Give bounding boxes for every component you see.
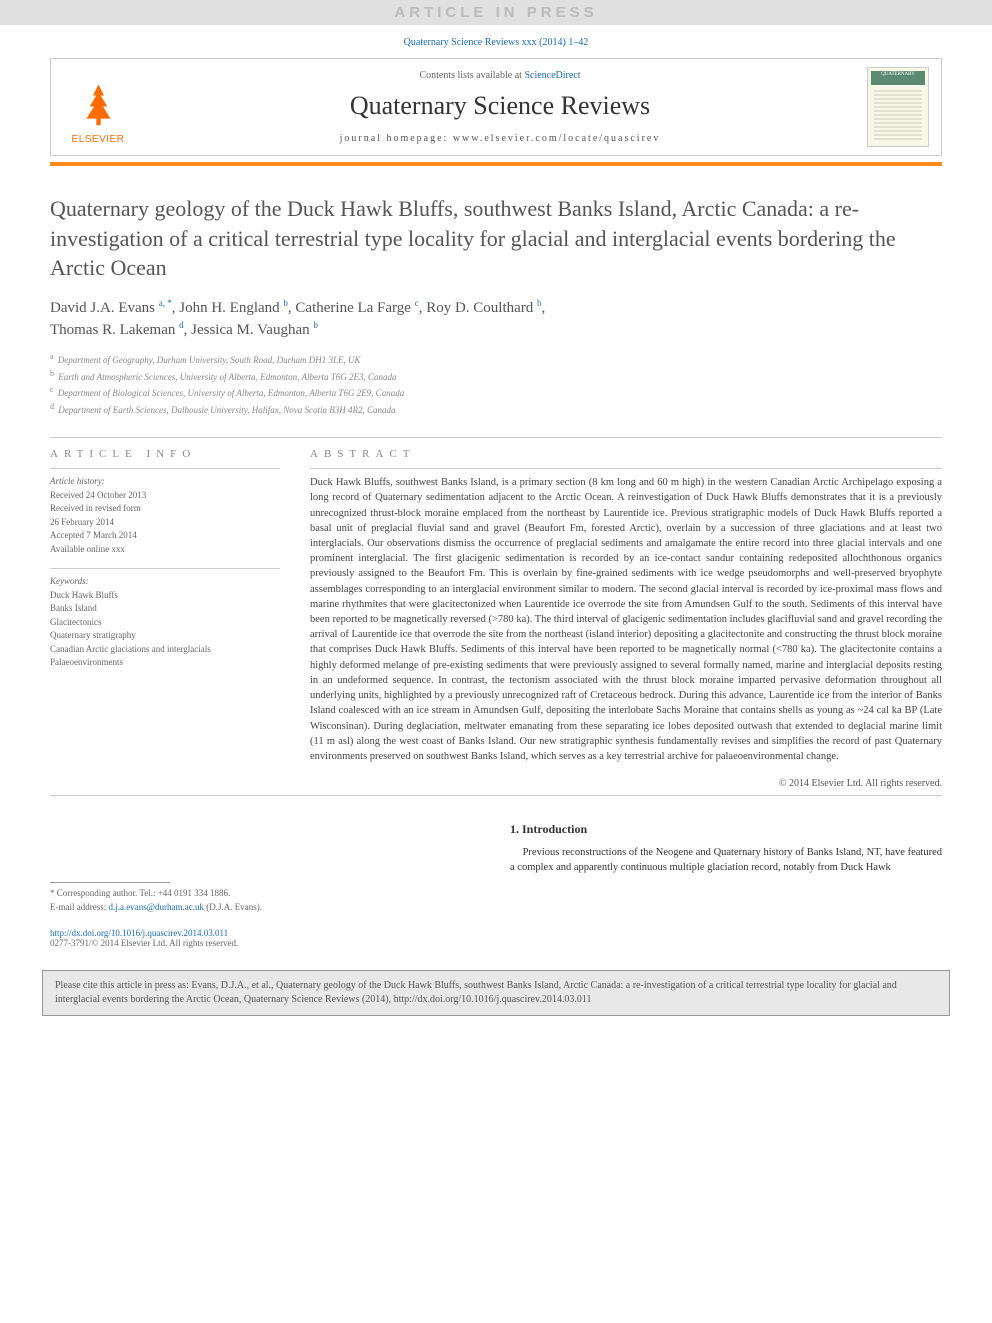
homepage-url[interactable]: www.elsevier.com/locate/quascirev xyxy=(453,133,661,144)
author: David J.A. Evans a, * xyxy=(50,300,172,316)
issn-copyright: 0277-3791/© 2014 Elsevier Ltd. All right… xyxy=(50,938,238,948)
abstract-text: Duck Hawk Bluffs, southwest Banks Island… xyxy=(310,469,942,772)
keyword: Banks Island xyxy=(50,602,280,616)
author: Roy D. Coulthard b xyxy=(426,300,541,316)
author: John H. England b xyxy=(179,300,288,316)
keywords-block: Keywords: Duck Hawk Bluffs Banks Island … xyxy=(50,569,280,682)
introduction-paragraph: Previous reconstructions of the Neogene … xyxy=(510,845,942,875)
article-info-heading: ARTICLE INFO xyxy=(50,438,280,468)
doi-link[interactable]: http://dx.doi.org/10.1016/j.quascirev.20… xyxy=(50,928,228,938)
author-list: David J.A. Evans a, *, John H. England b… xyxy=(50,297,942,341)
affiliation-list: a Department of Geography, Durham Univer… xyxy=(50,351,942,417)
article-page: ARTICLE IN PRESS Quaternary Science Revi… xyxy=(0,0,992,1323)
abstract-heading: ABSTRACT xyxy=(310,438,942,468)
journal-name: Quaternary Science Reviews xyxy=(133,91,867,121)
journal-header: ELSEVIER Contents lists available at Sci… xyxy=(50,58,942,156)
keyword: Glacitectonics xyxy=(50,616,280,630)
affiliation: b Earth and Atmospheric Sciences, Univer… xyxy=(50,368,942,385)
journal-homepage: journal homepage: www.elsevier.com/locat… xyxy=(133,133,867,144)
elsevier-logo[interactable]: ELSEVIER xyxy=(63,70,133,145)
contents-lists-line: Contents lists available at ScienceDirec… xyxy=(133,70,867,81)
author-email-link[interactable]: d.j.a.evans@durham.ac.uk xyxy=(108,902,204,912)
header-center: Contents lists available at ScienceDirec… xyxy=(133,70,867,144)
keyword: Palaeoenvironments xyxy=(50,656,280,670)
corresponding-author-footnote: * Corresponding author. Tel.: +44 0191 3… xyxy=(50,887,480,914)
journal-cover-thumbnail[interactable]: QUATERNARY xyxy=(867,67,929,147)
author: Catherine La Farge c xyxy=(295,300,418,316)
elsevier-label: ELSEVIER xyxy=(72,134,125,145)
right-column: 1. Introduction Previous reconstructions… xyxy=(510,822,942,948)
article-history: Article history: Received 24 October 201… xyxy=(50,469,280,568)
sciencedirect-link[interactable]: ScienceDirect xyxy=(524,70,580,81)
doi-block: http://dx.doi.org/10.1016/j.quascirev.20… xyxy=(50,928,480,948)
keyword: Canadian Arctic glaciations and intergla… xyxy=(50,643,280,657)
affiliation: a Department of Geography, Durham Univer… xyxy=(50,351,942,368)
body-columns: * Corresponding author. Tel.: +44 0191 3… xyxy=(50,822,942,948)
keyword: Duck Hawk Bluffs xyxy=(50,589,280,603)
left-column: * Corresponding author. Tel.: +44 0191 3… xyxy=(50,822,480,948)
divider xyxy=(50,795,942,796)
abstract-column: ABSTRACT Duck Hawk Bluffs, southwest Ban… xyxy=(310,438,942,789)
abstract-copyright: © 2014 Elsevier Ltd. All rights reserved… xyxy=(310,778,942,789)
journal-reference: Quaternary Science Reviews xxx (2014) 1–… xyxy=(50,37,942,48)
footnote-divider xyxy=(50,882,170,883)
orange-divider xyxy=(50,162,942,166)
author: Thomas R. Lakeman d xyxy=(50,322,184,338)
author: Jessica M. Vaughan b xyxy=(191,322,318,338)
meta-row: ARTICLE INFO Article history: Received 2… xyxy=(50,438,942,789)
article-in-press-banner: ARTICLE IN PRESS xyxy=(0,0,992,25)
introduction-heading: 1. Introduction xyxy=(510,822,942,837)
affiliation: c Department of Biological Sciences, Uni… xyxy=(50,384,942,401)
keyword: Quaternary stratigraphy xyxy=(50,629,280,643)
tree-icon xyxy=(71,79,126,134)
article-title: Quaternary geology of the Duck Hawk Bluf… xyxy=(50,194,942,283)
citation-box: Please cite this article in press as: Ev… xyxy=(42,970,950,1016)
affiliation: d Department of Earth Sciences, Dalhousi… xyxy=(50,401,942,418)
article-info-column: ARTICLE INFO Article history: Received 2… xyxy=(50,438,280,789)
journal-ref-link[interactable]: Quaternary Science Reviews xxx (2014) 1–… xyxy=(404,37,589,48)
